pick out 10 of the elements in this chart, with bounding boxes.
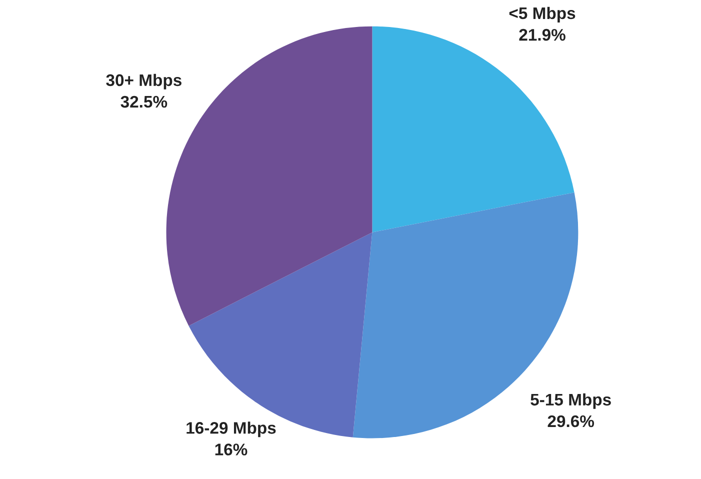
slice-label: <5 Mbps — [509, 6, 576, 22]
data-label: 16% — [215, 444, 248, 456]
pie-slice — [372, 26, 574, 232]
slice-label: 30+ Mbps — [106, 74, 182, 90]
slice-label: 16-29 Mbps — [186, 422, 276, 438]
data-label: 21.9% — [519, 28, 566, 41]
pie-slice — [188, 232, 372, 438]
slice-label: 5-15 Mbps — [530, 393, 611, 409]
data-label: 29.6% — [548, 415, 594, 428]
data-label: 32.5% — [120, 96, 168, 108]
